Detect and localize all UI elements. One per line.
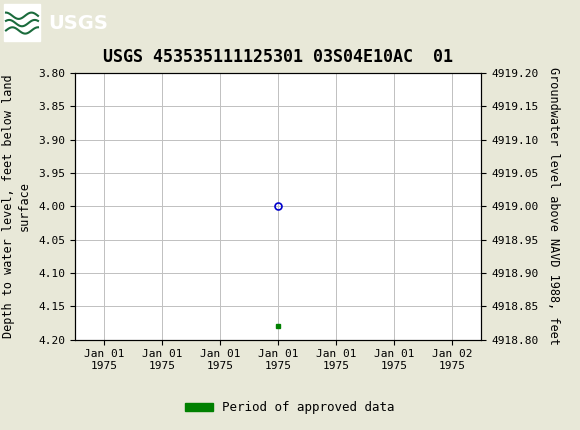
Legend: Period of approved data: Period of approved data [180, 396, 400, 419]
Y-axis label: Depth to water level, feet below land
surface: Depth to water level, feet below land su… [2, 74, 30, 338]
Text: USGS: USGS [48, 14, 108, 33]
Y-axis label: Groundwater level above NAVD 1988, feet: Groundwater level above NAVD 1988, feet [547, 68, 560, 345]
FancyBboxPatch shape [4, 4, 40, 41]
Title: USGS 453535111125301 03S04E10AC  01: USGS 453535111125301 03S04E10AC 01 [103, 48, 454, 66]
